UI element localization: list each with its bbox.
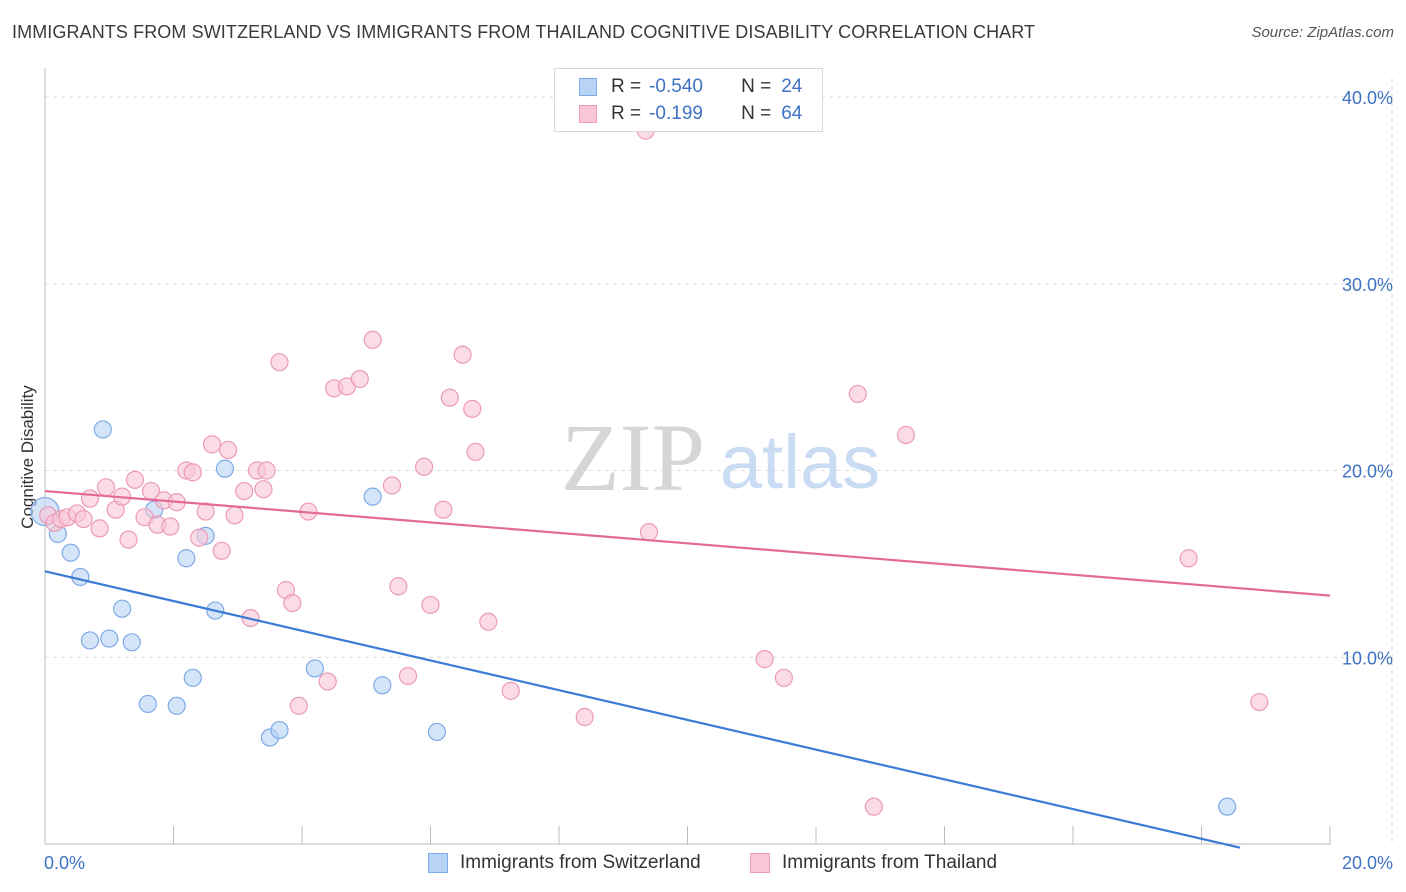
thailand-point [119,530,138,549]
switzerland-point [427,722,447,742]
thailand-point [235,481,254,501]
thailand-point [202,435,222,454]
thailand-point [283,593,302,613]
thailand-point [421,595,440,615]
thailand-trend-line [44,489,1331,597]
thailand-point [479,612,498,631]
thailand-point [848,384,867,404]
thailand-point [755,650,774,669]
switzerland-point [177,549,196,568]
switzerland-point [100,629,119,648]
n-value: 24 [781,76,803,97]
thailand-point [350,369,369,389]
y-tick-label: 30.0% [1342,275,1393,295]
thailand-point [864,797,883,816]
trend-layer [44,489,1331,849]
thailand-point [289,696,308,715]
n-label: N = [741,103,772,124]
thailand-point [270,353,289,372]
thailand-point [639,523,659,542]
r-value: -0.199 [649,103,703,124]
r-value: -0.540 [649,76,703,97]
y-tick-label: 10.0% [1342,648,1393,668]
thailand-swatch [750,853,770,873]
thailand-point [125,470,145,489]
source-label: Source: ZipAtlas.com [1251,24,1394,41]
thailand-point [434,500,453,519]
thailand-point [389,577,408,596]
switzerland-point [270,720,289,740]
r-label: R = [611,103,642,124]
n-label: N = [741,76,772,97]
thailand-point [453,345,472,364]
switzerland-point [167,696,186,715]
axes-layer [44,68,1331,845]
switzerland-point [112,599,132,618]
thailand-point [80,489,100,508]
thailand-point [363,330,382,349]
thailand-point [318,672,337,691]
thailand-point [257,461,276,480]
watermark-zip: ZIP [561,404,705,511]
thailand-point [414,457,434,476]
watermark-atlas: atlas [720,420,881,505]
switzerland-point [80,631,100,650]
n-value: 64 [781,103,803,124]
thailand-point [219,440,238,460]
switzerland-point [183,668,202,687]
switzerland-point [93,420,112,439]
thailand-point [440,388,459,407]
switzerland-point [122,633,141,652]
switzerland-point [1218,797,1237,816]
thailand-point [96,478,116,497]
legend-row-thailand: R = -0.199 N = 64 [579,102,802,126]
thailand-point [161,517,180,536]
thailand-point [74,509,93,529]
correlation-legend: R = -0.540 N = 24 R = -0.199 N = 64 [554,68,823,132]
switzerland-point [305,659,324,678]
tick-label-layer: 10.0% 20.0% 30.0% 40.0% 0.0% 20.0% [44,88,1393,873]
thailand-point [774,668,793,687]
legend-item-thailand: Immigrants from Thailand [750,852,997,874]
thailand-point [466,442,485,461]
switzerland-point [71,567,90,587]
switzerland-point [138,694,157,714]
thailand-point [463,399,482,418]
thailand-point [183,463,202,482]
x-tick-label: 20.0% [1342,853,1393,873]
chart-title: IMMIGRANTS FROM SWITZERLAND VS IMMIGRANT… [12,22,1036,42]
switzerland-point [373,676,392,695]
switzerland-point [61,543,80,562]
thailand-point [190,528,209,547]
y-tick-label: 20.0% [1342,462,1393,482]
switzerland-trend-line [44,570,1241,849]
thailand-point [575,707,594,727]
legend-label: Immigrants from Switzerland [460,852,701,873]
thailand-point [382,476,402,495]
legend-row-switzerland: R = -0.540 N = 24 [579,75,802,99]
switzerland-swatch [428,853,448,873]
switzerland-point [215,459,234,478]
switzerland-point [363,487,382,506]
legend-label: Immigrants from Thailand [782,852,998,873]
legend-item-switzerland: Immigrants from Switzerland [428,852,701,874]
thailand-swatch [579,105,597,123]
x-tick-label: 0.0% [44,853,85,873]
y-tick-label: 40.0% [1342,88,1393,108]
thailand-point [896,425,916,445]
thailand-point [398,666,418,686]
thailand-point [90,519,109,538]
thailand-point [1179,549,1198,568]
thailand-point [225,506,244,525]
r-label: R = [611,76,642,97]
thailand-point [254,480,273,499]
switzerland-swatch [579,78,597,96]
points-layer [30,121,1269,816]
thailand-point [501,681,520,700]
thailand-point [212,541,231,560]
grid-layer [45,78,1393,844]
thailand-point [1250,692,1269,712]
